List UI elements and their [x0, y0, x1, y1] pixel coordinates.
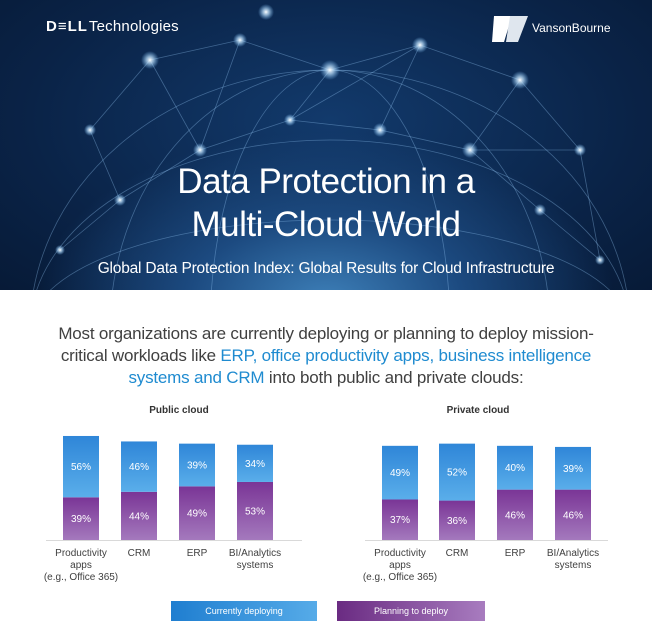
private-label-planning-1: 37%	[390, 515, 410, 526]
title-line-1: Data Protection in a	[177, 162, 475, 201]
title-line-2: Multi-Cloud World	[191, 205, 462, 244]
private-label-planning-4: 46%	[563, 510, 583, 521]
dell-technologies-logo: D≡LLTechnologies	[46, 18, 179, 35]
page-subtitle: Global Data Protection Index: Global Res…	[97, 260, 555, 277]
private-bar-planning-3	[497, 489, 533, 540]
private-bar-planning-2	[439, 500, 475, 540]
public-bar-planning-3	[179, 486, 215, 540]
private-category-label-4: BI/Analytics systems	[546, 548, 600, 571]
private-category-label-2: CRM	[445, 548, 469, 559]
private-bar-current-2	[439, 443, 475, 501]
private-bar-current-1	[382, 445, 418, 500]
private-label-planning-2: 36%	[447, 516, 467, 527]
stacked-bar-charts: 56% 39% 46% 44% 39% 49% 34% 53% 49% 37% 52% 36% 40% 4…	[46, 435, 608, 541]
public-label-current-3: 39%	[187, 460, 207, 471]
public-label-current-4: 34%	[245, 459, 265, 470]
private-bar-current-4	[555, 446, 591, 490]
public-category-label-4: BI/Analytics systems	[228, 548, 282, 571]
vansonbourne-logo-icon	[492, 16, 528, 42]
public-bar-current-3	[179, 443, 215, 487]
private-label-current-1: 49%	[390, 468, 410, 479]
private-bar-current-3	[497, 445, 533, 490]
private-cloud-chart-title: Private cloud	[446, 405, 510, 416]
public-bar-current-1	[63, 435, 99, 498]
public-category-label-1: Productivity apps (e.g., Office 365)	[43, 548, 119, 583]
private-bar-planning-4	[555, 489, 591, 540]
public-bar-current-4	[237, 444, 273, 482]
hero-banner: D≡LLTechnologies VansonBourne Data Prote…	[0, 0, 652, 290]
public-bar-planning-2	[121, 491, 157, 540]
private-label-planning-3: 46%	[505, 510, 525, 521]
private-bar-planning-1	[382, 499, 418, 540]
public-category-label-3: ERP	[186, 548, 208, 559]
globe-network-graphic	[33, 4, 627, 290]
public-label-planning-3: 49%	[187, 509, 207, 520]
private-label-current-2: 52%	[447, 468, 467, 479]
public-cloud-chart-title: Public cloud	[149, 405, 209, 416]
public-label-planning-4: 53%	[245, 506, 265, 517]
public-category-label-2: CRM	[127, 548, 151, 559]
public-label-current-1: 56%	[71, 462, 91, 473]
public-label-planning-1: 39%	[71, 514, 91, 525]
legend-currently-deploying: Currently deploying	[171, 601, 317, 621]
intro-text: Most organizations are currently deployi…	[58, 324, 594, 387]
private-category-label-1: Productivity apps (e.g., Office 365)	[362, 548, 438, 583]
public-label-current-2: 46%	[129, 462, 149, 473]
vansonbourne-logo: VansonBourne	[532, 21, 611, 35]
private-label-current-4: 39%	[563, 464, 583, 475]
public-label-planning-2: 44%	[129, 511, 149, 522]
legend-planning-to-deploy: Planning to deploy	[337, 601, 485, 621]
public-bar-planning-4	[237, 481, 273, 540]
public-bar-current-2	[121, 441, 157, 492]
private-label-current-3: 40%	[505, 463, 525, 474]
workload-highlight: ERP, office productivity apps, business …	[128, 346, 592, 387]
private-category-label-3: ERP	[504, 548, 526, 559]
public-bar-planning-1	[63, 497, 99, 540]
page-title: Data Protection in a Multi-Cloud World	[0, 160, 652, 246]
